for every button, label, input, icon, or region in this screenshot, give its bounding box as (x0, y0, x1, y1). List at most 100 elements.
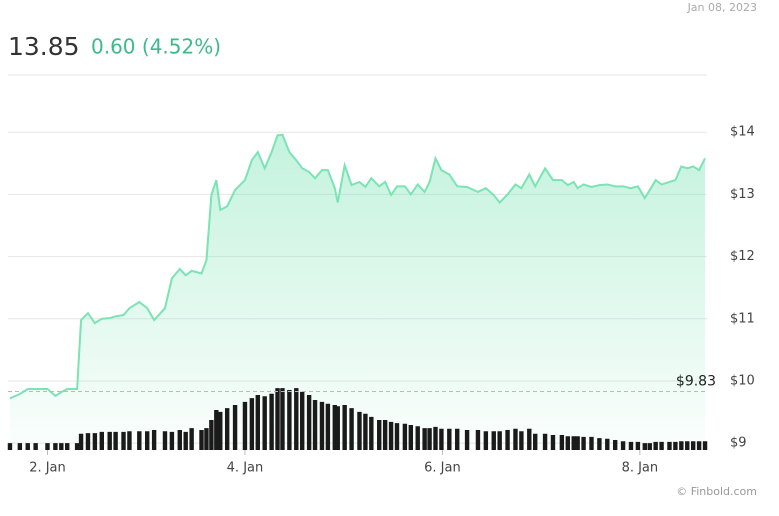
volume-bar (542, 433, 548, 450)
volume-bar (447, 428, 452, 450)
volume-bar (319, 401, 325, 450)
volume-bar (605, 438, 610, 450)
volume-bar (99, 431, 104, 450)
volume-bar (519, 431, 524, 450)
volume-bar (690, 441, 696, 450)
volume-bar (702, 441, 708, 450)
volume-bar (312, 400, 318, 450)
volume-bar (17, 443, 23, 450)
volume-bar (620, 441, 626, 450)
volume-bar (589, 436, 594, 450)
volume-bar (232, 405, 238, 450)
volume-bar (300, 391, 305, 450)
volume-bar (565, 436, 570, 450)
volume-bar (33, 443, 38, 450)
y-tick-label: $13 (730, 187, 755, 202)
volume-bar (497, 431, 502, 450)
volume-bar (483, 431, 489, 450)
volume-bar (53, 443, 58, 450)
volume-bar (415, 426, 420, 450)
volume-bar (325, 403, 331, 450)
x-tick-label: 4. Jan (227, 461, 264, 476)
volume-bar (294, 388, 299, 450)
volume-bar (169, 431, 175, 450)
volume-bar (433, 426, 438, 450)
volume-bar (214, 410, 219, 450)
y-tick-label: $9 (730, 436, 747, 451)
volume-bar (581, 436, 586, 450)
volume-bar (262, 396, 267, 450)
y-tick-label: $11 (730, 311, 755, 326)
volume-bar (218, 411, 223, 450)
volume-bar (107, 431, 112, 450)
volume-bar (127, 431, 132, 450)
volume-bar (74, 443, 80, 450)
volume-bar (363, 413, 368, 450)
x-tick-label: 6. Jan (424, 461, 461, 476)
volume-bar (653, 441, 658, 450)
volume-bar (249, 398, 255, 450)
volume-bar (635, 441, 641, 450)
volume-bar (597, 438, 602, 450)
volume-bar (287, 390, 292, 450)
volume-bar (280, 388, 285, 450)
volume-bar (204, 428, 209, 450)
volume-bar (388, 421, 394, 450)
volume-bar (527, 428, 532, 450)
line (9, 133, 706, 400)
volume-bar (137, 431, 142, 450)
volume-bar (422, 428, 427, 450)
volume-bar (332, 405, 337, 450)
x-tick-label: 2. Jan (29, 461, 66, 476)
volume-bar (667, 441, 672, 450)
volume-bar (696, 441, 702, 450)
date: Jan 08, 2023 (687, 1, 757, 14)
volume-bar (224, 408, 230, 450)
volume-bar (612, 440, 618, 450)
volume-bar (659, 441, 664, 450)
volume-bar (628, 441, 634, 450)
area (9, 134, 706, 451)
volume-bar (199, 430, 204, 450)
volume-bar (505, 430, 510, 450)
volume-bar (357, 411, 362, 450)
volume-bar (439, 428, 444, 450)
volume-bar (45, 443, 50, 450)
volume-bar (209, 420, 214, 450)
volume-bar (382, 420, 388, 450)
volume-bar (533, 433, 538, 450)
volume-bar (349, 408, 354, 450)
y-tick-label: $14 (730, 125, 755, 140)
volume-bar (183, 431, 188, 450)
price: 13.85 (8, 32, 80, 61)
volume-bar (408, 425, 414, 450)
volume-bar (145, 431, 150, 450)
volume-bar (402, 423, 408, 450)
volume-bar (7, 443, 13, 450)
volume-bar (177, 430, 182, 450)
volume-bar (162, 431, 168, 450)
volume-bar (679, 441, 684, 450)
volume-bar (255, 395, 260, 450)
y-tick-label: $12 (730, 249, 755, 264)
volume-bar (189, 428, 194, 450)
y-tick-label: $10 (730, 373, 755, 388)
volume-bar (647, 443, 652, 450)
footer: © Finbold.com (676, 485, 757, 498)
volume-bar (575, 436, 580, 450)
volume-bar (269, 393, 274, 450)
reference-label: $9.83 (676, 374, 716, 390)
volume-bar (369, 416, 374, 450)
volume-bar (78, 433, 84, 450)
volume-bar (59, 443, 64, 450)
volume-bar (475, 430, 481, 450)
volume-bar (65, 443, 70, 450)
volume-bar (642, 443, 648, 450)
volume-bar (394, 423, 400, 450)
change: 0.60 (4.52%) (91, 35, 221, 59)
volume-bar (559, 435, 565, 450)
x-tick-label: 8. Jan (622, 461, 659, 476)
volume-bar (571, 436, 576, 450)
volume-bar (85, 433, 91, 450)
